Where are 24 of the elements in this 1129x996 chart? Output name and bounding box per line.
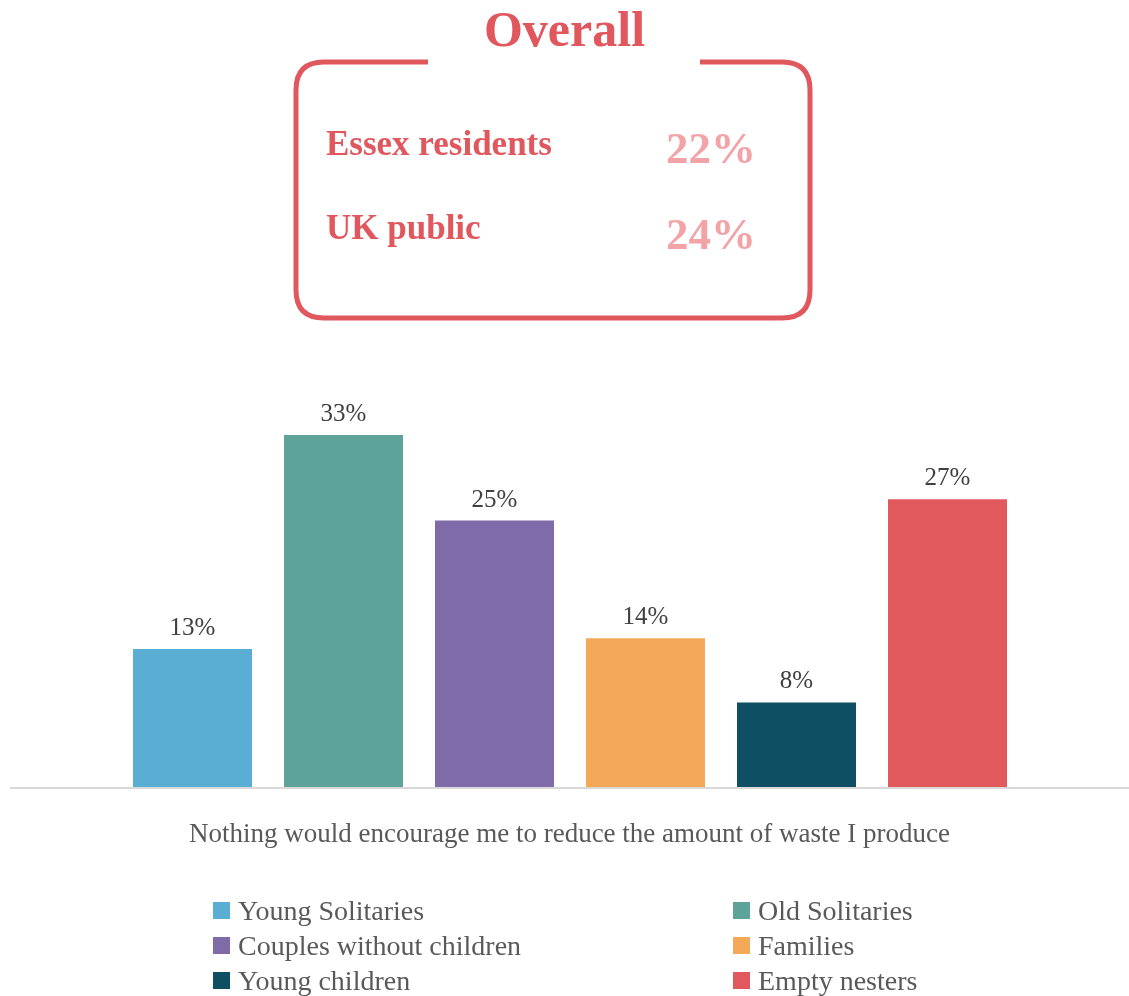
bar — [888, 499, 1007, 788]
data-label: 14% — [622, 602, 669, 630]
bar — [133, 648, 252, 788]
text: Essex residents — [326, 124, 552, 164]
text: 22% — [666, 122, 756, 174]
bar — [586, 638, 705, 788]
legend-label: Young children — [238, 964, 411, 996]
text: 24% — [666, 208, 756, 260]
data-label: 13% — [169, 612, 216, 640]
legend-label: Families — [758, 929, 855, 963]
chart-title: Overall — [482, 0, 647, 58]
data-label: 33% — [320, 399, 367, 426]
x-axis-title: Nothing would encourage me to reduce the amount of waste I produce — [189, 818, 951, 848]
legend-label: Old Solitaries — [758, 894, 913, 928]
bar — [737, 702, 856, 788]
legend-label: Couples without children — [238, 929, 522, 963]
data-label: 8% — [779, 666, 814, 694]
bar — [284, 435, 403, 788]
legend-label: Empty nesters — [758, 964, 918, 996]
legend-label: Young Solitaries — [238, 894, 425, 928]
text: UK public — [326, 208, 481, 248]
data-label: 25% — [471, 484, 518, 512]
bar — [435, 520, 554, 788]
data-label: 27% — [924, 463, 971, 491]
